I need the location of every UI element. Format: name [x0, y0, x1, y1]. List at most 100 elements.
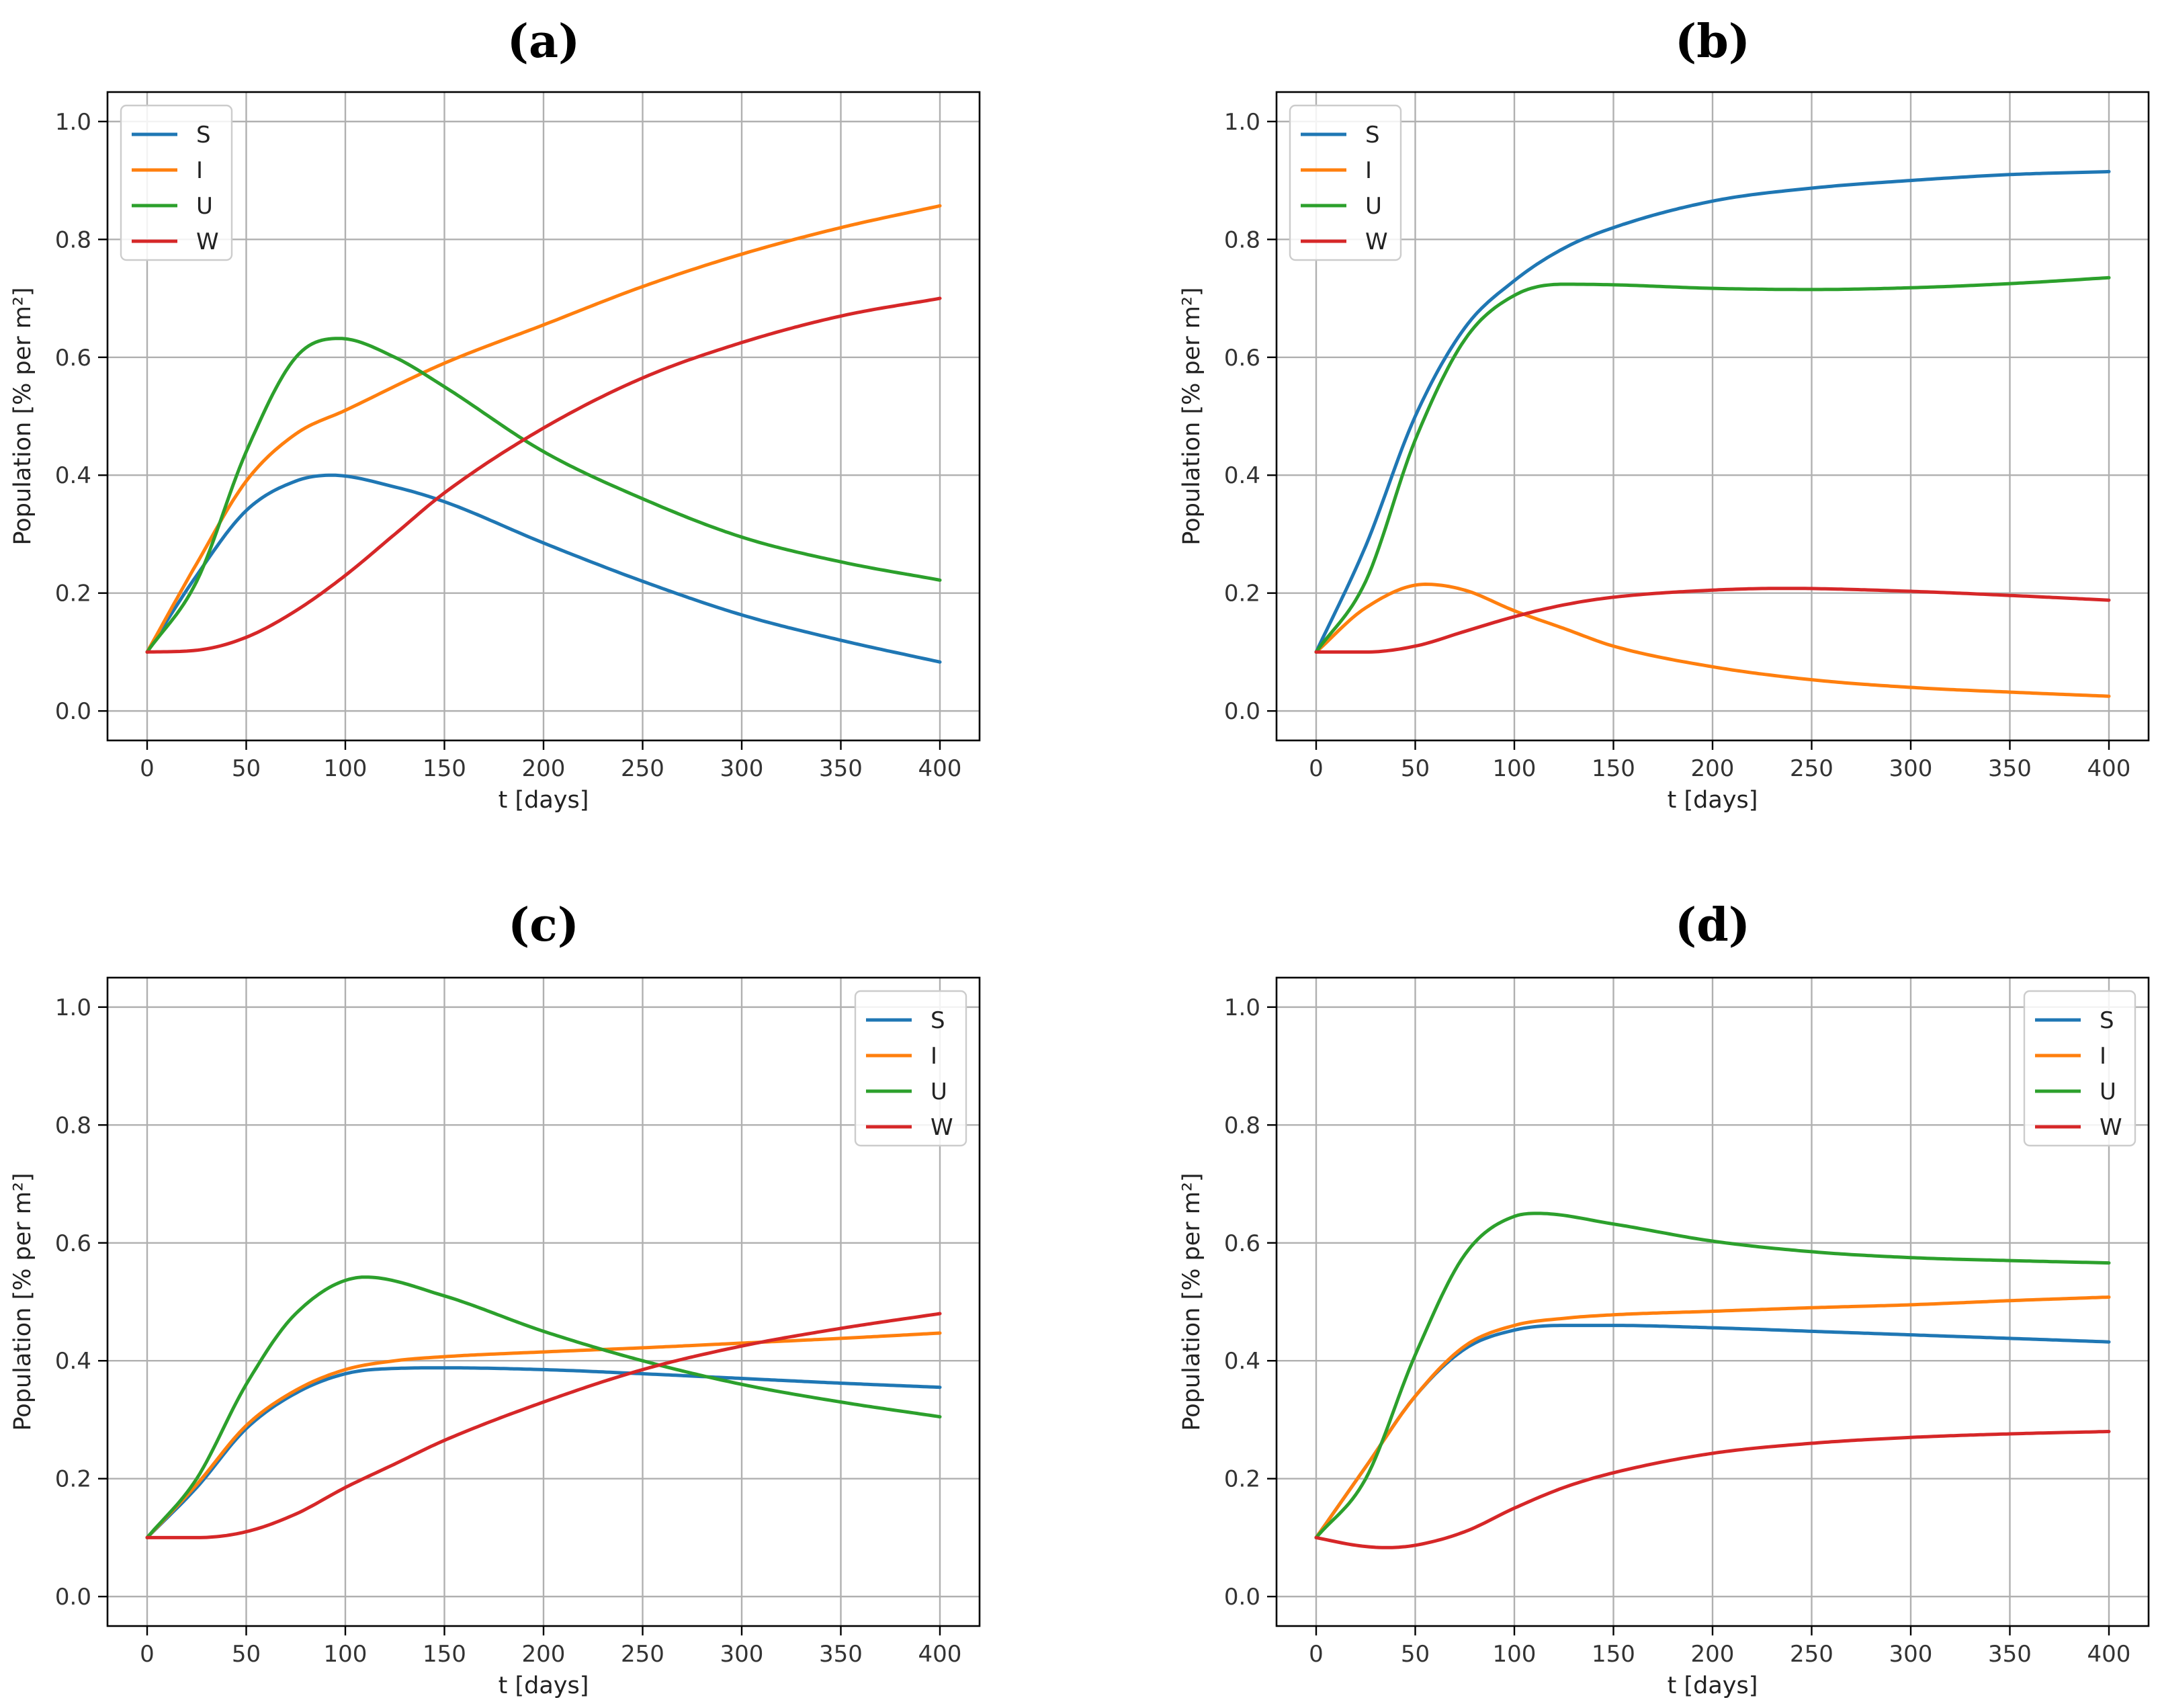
x-tick-label: 350: [819, 1641, 863, 1668]
x-axis-label: t [days]: [1668, 787, 1758, 814]
legend-box: [1289, 104, 1402, 261]
x-tick-label: 50: [232, 1641, 261, 1668]
y-tick-label: 0.6: [55, 1230, 91, 1257]
x-axis-label: t [days]: [499, 787, 589, 814]
chart-panel-a: (a) 0 50 100 150 200 250 300 350 400 0.0 0.2 0.4 0.6 0…: [9, 15, 981, 814]
panel-title: (a): [507, 15, 580, 69]
series-line-S: [145, 473, 942, 664]
y-axis-label: Population [% per m²]: [1178, 287, 1205, 545]
y-tick-label: 0.0: [55, 698, 91, 725]
series-line-W: [145, 296, 942, 654]
series-line-W: [145, 1312, 942, 1539]
x-tick-label: 100: [1493, 755, 1537, 782]
series-line-W: [1314, 587, 2111, 654]
x-tick-label: 400: [2087, 755, 2131, 782]
x-tick-label: 100: [324, 755, 368, 782]
chart-panel-b: (b) 0 50 100 150 200 250 300 350 400 0.0 0.2 0.4 0.6 0…: [1178, 15, 2150, 814]
legend-label-W: W: [1365, 228, 1388, 255]
x-tick-label: 300: [720, 1641, 764, 1668]
y-tick-label: 0.2: [55, 1466, 91, 1493]
x-tick-label: 350: [1988, 755, 2032, 782]
legend-label-S: S: [2100, 1007, 2114, 1034]
series-line-W: [1314, 1430, 2111, 1549]
x-tick-label: 0: [1309, 755, 1324, 782]
series-line-U: [145, 337, 942, 654]
y-axis-label: Population [% per m²]: [9, 1172, 36, 1431]
y-tick-label: 0.8: [1224, 226, 1260, 253]
y-tick-label: 0.8: [1224, 1112, 1260, 1139]
x-tick-label: 400: [918, 1641, 962, 1668]
y-tick-label: 0.6: [1224, 1230, 1260, 1257]
y-tick-label: 0.0: [1224, 698, 1260, 725]
x-tick-label: 150: [1592, 755, 1635, 782]
series-line-I: [1314, 1295, 2111, 1539]
y-tick-label: 0.0: [1224, 1584, 1260, 1611]
y-tick-label: 0.4: [55, 1348, 91, 1375]
legend-label-U: U: [196, 193, 213, 220]
y-tick-label: 0.0: [55, 1584, 91, 1611]
y-tick-label: 1.0: [55, 109, 91, 136]
y-tick-label: 0.2: [55, 581, 91, 607]
legend-label-I: I: [196, 157, 203, 184]
y-tick-label: 0.2: [1224, 581, 1260, 607]
x-tick-label: 350: [1988, 1641, 2032, 1668]
x-tick-label: 350: [819, 755, 863, 782]
y-axis-label: Population [% per m²]: [9, 287, 36, 545]
x-tick-label: 50: [1401, 1641, 1430, 1668]
x-tick-label: 400: [918, 755, 962, 782]
legend-box: [2023, 990, 2136, 1147]
x-tick-label: 200: [1691, 755, 1735, 782]
x-tick-label: 100: [324, 1641, 368, 1668]
legend-label-I: I: [2100, 1043, 2106, 1070]
x-tick-label: 0: [1309, 1641, 1324, 1668]
x-tick-label: 100: [1493, 1641, 1537, 1668]
x-tick-label: 150: [1592, 1641, 1635, 1668]
legend-label-U: U: [1365, 193, 1382, 220]
y-tick-label: 0.2: [1224, 1466, 1260, 1493]
series-line-U: [1314, 1211, 2111, 1539]
y-tick-label: 1.0: [1224, 109, 1260, 136]
x-tick-label: 250: [1790, 755, 1833, 782]
x-tick-label: 300: [1889, 755, 1933, 782]
y-tick-label: 0.4: [1224, 1348, 1260, 1375]
x-tick-label: 250: [621, 1641, 664, 1668]
x-tick-label: 0: [140, 1641, 155, 1668]
y-tick-label: 0.4: [55, 462, 91, 489]
y-tick-label: 0.6: [1224, 345, 1260, 372]
x-tick-label: 200: [1691, 1641, 1735, 1668]
chart-panel-d: (d) 0 50 100 150 200 250 300 350 400 0.0 0.2 0.4 0.6 0…: [1178, 898, 2150, 1699]
x-tick-label: 250: [1790, 1641, 1833, 1668]
x-tick-label: 300: [1889, 1641, 1933, 1668]
x-tick-label: 200: [522, 1641, 566, 1668]
legend-label-S: S: [1365, 122, 1380, 148]
series-line-U: [145, 1275, 942, 1539]
x-tick-label: 0: [140, 755, 155, 782]
legend-label-U: U: [931, 1078, 947, 1105]
panel-title: (d): [1675, 898, 1750, 952]
y-tick-label: 0.8: [55, 1112, 91, 1139]
legend-label-W: W: [931, 1114, 953, 1141]
legend-label-W: W: [2100, 1114, 2122, 1141]
y-tick-label: 0.8: [55, 226, 91, 253]
y-tick-label: 1.0: [1224, 994, 1260, 1021]
x-tick-label: 200: [522, 755, 566, 782]
legend-box: [854, 990, 967, 1147]
legend-label-U: U: [2100, 1078, 2116, 1105]
legend-label-W: W: [196, 228, 219, 255]
series-line-S: [145, 1366, 942, 1539]
x-tick-label: 50: [232, 755, 261, 782]
x-tick-label: 150: [423, 1641, 466, 1668]
legend-box: [120, 104, 233, 261]
series-line-I: [145, 204, 942, 654]
panel-title: (c): [508, 898, 579, 952]
y-tick-label: 1.0: [55, 994, 91, 1021]
series-line-I: [145, 1331, 942, 1539]
legend-label-I: I: [931, 1043, 937, 1070]
x-tick-label: 150: [423, 755, 466, 782]
x-tick-label: 300: [720, 755, 764, 782]
series-line-U: [1314, 275, 2111, 654]
